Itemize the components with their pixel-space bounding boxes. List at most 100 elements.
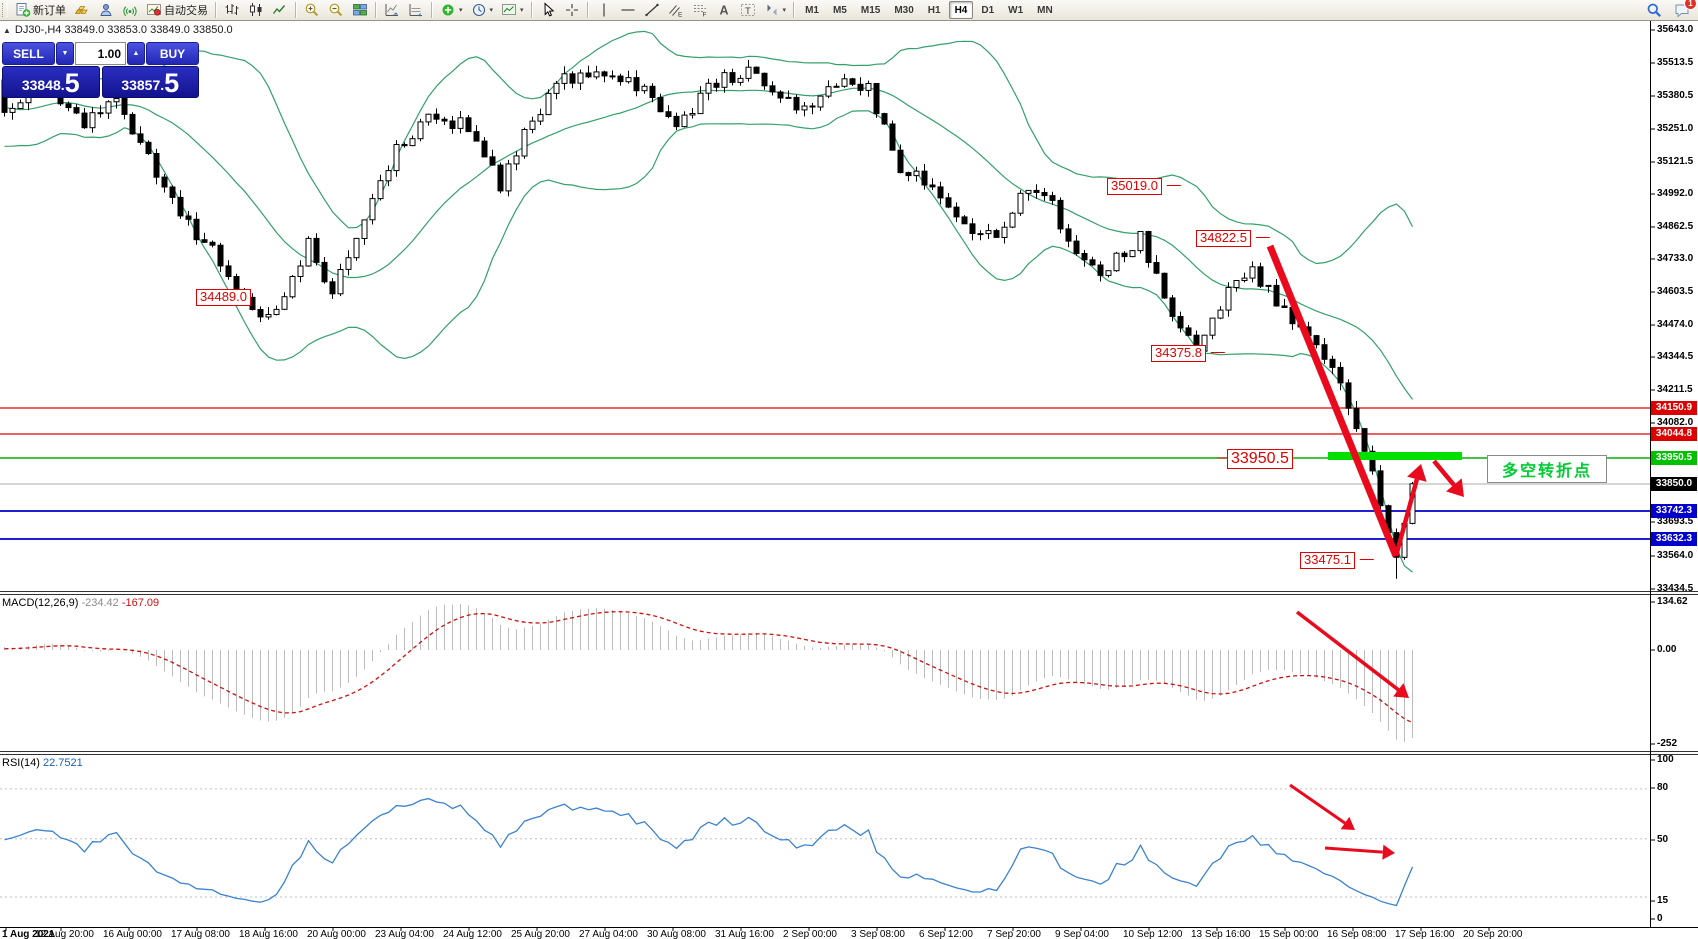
timeframe-D1-button[interactable]: D1 (981, 4, 995, 16)
time-axis-label: 18 Aug 16:00 (239, 929, 298, 939)
text-icon: A (716, 2, 732, 18)
new-order-button-label: 新订单 (33, 5, 66, 17)
search-button[interactable] (1643, 0, 1665, 20)
time-axis-label: 12 Aug 20:00 (35, 929, 94, 939)
toolbar-divider (530, 2, 533, 18)
new-order-button[interactable]: 新订单 (12, 0, 69, 20)
alerts-button[interactable]: 1 (1671, 0, 1697, 20)
sell-button[interactable]: SELL (2, 42, 55, 65)
vertical-line-button[interactable] (593, 0, 615, 20)
horizontal-line-button[interactable] (617, 0, 639, 20)
timeframe-M15-button[interactable]: M15 (860, 4, 881, 16)
label-button[interactable]: T (737, 0, 759, 20)
indicator-windows-icon (408, 2, 424, 18)
price-annotation-label: 34822.5 (1196, 230, 1251, 247)
price-axis-tick: 33434.5 (1657, 583, 1694, 594)
time-axis-label: 31 Aug 16:00 (715, 929, 774, 939)
price-axis-tick: 35380.5 (1657, 90, 1694, 101)
toolbar-grip[interactable] (2, 3, 8, 17)
chevron-down-icon: ▾ (520, 7, 524, 14)
crosshair-button[interactable] (561, 0, 583, 20)
macd-name: MACD(12,26,9) (2, 597, 79, 609)
axes (0, 21, 1698, 928)
macd-axis-tick: 134.62 (1657, 596, 1688, 607)
candle-chart-button[interactable] (245, 0, 267, 20)
cursor-icon (540, 2, 556, 18)
rsi-axis-tick: 0 (1657, 913, 1663, 924)
symbol-header: ▲ DJ30-,H4 33849.0 33853.0 33849.0 33850… (3, 24, 233, 36)
price-axis-tick: 35251.0 (1657, 123, 1694, 134)
chevron-down-icon: ▾ (489, 7, 494, 14)
price-axis-tick: 33564.0 (1657, 550, 1694, 561)
price-annotation-label: 34375.8 (1151, 345, 1206, 362)
price-axis-tick: 33693.5 (1657, 516, 1694, 527)
volume-decrease-button[interactable]: ▼ (56, 42, 74, 65)
channel-button[interactable]: E (665, 0, 687, 20)
signals-icon (122, 2, 138, 18)
price-level-badge: 34044.8 (1651, 427, 1697, 441)
signals-button[interactable] (119, 0, 141, 20)
rsi-line (4, 797, 1414, 907)
toolbar-right-group: 1 (1642, 0, 1697, 20)
price-axis-tick: 34211.5 (1657, 384, 1693, 395)
bar-chart-button[interactable] (221, 0, 243, 20)
time-axis-label: 27 Aug 04:00 (579, 929, 638, 939)
periods-button[interactable]: ▾ (468, 0, 497, 20)
fibonacci-button[interactable]: F (689, 0, 711, 20)
buy-button[interactable]: BUY (146, 42, 199, 65)
timeframe-H4-button[interactable]: H4 (948, 1, 974, 19)
price-axis-tick: 34862.5 (1657, 221, 1694, 232)
trendline-button[interactable] (641, 0, 663, 20)
sell-price-display[interactable]: 33848. 5 (2, 66, 100, 98)
timeframe-M1-button[interactable]: M1 (805, 4, 819, 16)
rsi-axis-tick: 15 (1657, 895, 1669, 906)
shapes-button[interactable]: ▾ (761, 0, 790, 20)
buy-price-display[interactable]: 33857. 5 (101, 66, 199, 98)
cursor-button[interactable] (537, 0, 559, 20)
toolbar-divider (375, 2, 377, 18)
horizontal-level-lines (0, 407, 1650, 540)
macd-axis-tick: 0.00 (1657, 644, 1677, 655)
templates-button[interactable]: ▾ (498, 0, 527, 20)
time-axis-label: 17 Aug 08:00 (171, 929, 230, 939)
time-axis-label: 17 Sep 16:00 (1395, 929, 1455, 939)
zoom-out-button[interactable] (325, 0, 347, 20)
buy-price-main: 33857. (121, 77, 165, 93)
autotrade-button[interactable]: 自动交易 (143, 0, 211, 20)
timeframe-MN-button[interactable]: MN (1037, 4, 1053, 16)
price-axis-tick: 34603.5 (1657, 286, 1694, 297)
price-axis-tick: 35513.5 (1657, 57, 1694, 68)
svg-text:A: A (719, 4, 728, 18)
price-annotation-label: 35019.0 (1107, 178, 1162, 195)
toolbar-divider (295, 2, 297, 18)
indicators-button[interactable] (381, 0, 403, 20)
panel-separators[interactable] (0, 591, 1698, 755)
bar-chart-icon (224, 2, 240, 18)
timeframe-M5-button[interactable]: M5 (832, 4, 847, 16)
zoom-out-icon (328, 2, 344, 18)
tile-windows-button[interactable] (349, 0, 371, 20)
candle-chart-icon (248, 2, 264, 18)
time-axis-label: 16 Aug 00:00 (103, 929, 162, 939)
favorites-button[interactable] (71, 0, 93, 20)
line-chart-icon (272, 2, 288, 18)
indicator-windows-button[interactable] (405, 0, 427, 20)
line-chart-button[interactable] (269, 0, 291, 20)
price-level-badge: 33950.5 (1651, 451, 1697, 465)
market-watch-button[interactable] (95, 0, 117, 20)
volume-increase-button[interactable]: ▲ (127, 42, 145, 65)
add-indicator-button[interactable]: ▾ (437, 0, 466, 20)
timeframe-W1-button[interactable]: W1 (1008, 4, 1024, 16)
text-button[interactable]: A (713, 0, 735, 20)
time-axis-label: 30 Aug 08:00 (647, 929, 706, 939)
time-axis-label: 23 Aug 04:00 (375, 929, 434, 939)
volume-input[interactable] (75, 42, 126, 65)
timeframe-H1-button[interactable]: H1 (927, 4, 941, 16)
price-axis-tick: 34344.5 (1657, 351, 1694, 362)
time-axis-label: 20 Sep 20:00 (1463, 929, 1523, 939)
timeframe-M30-button[interactable]: M30 (894, 4, 914, 16)
macd-value-main: -234.42 (81, 597, 119, 609)
price-axis-tick: 34082.0 (1657, 417, 1694, 428)
zoom-in-button[interactable] (301, 0, 323, 20)
